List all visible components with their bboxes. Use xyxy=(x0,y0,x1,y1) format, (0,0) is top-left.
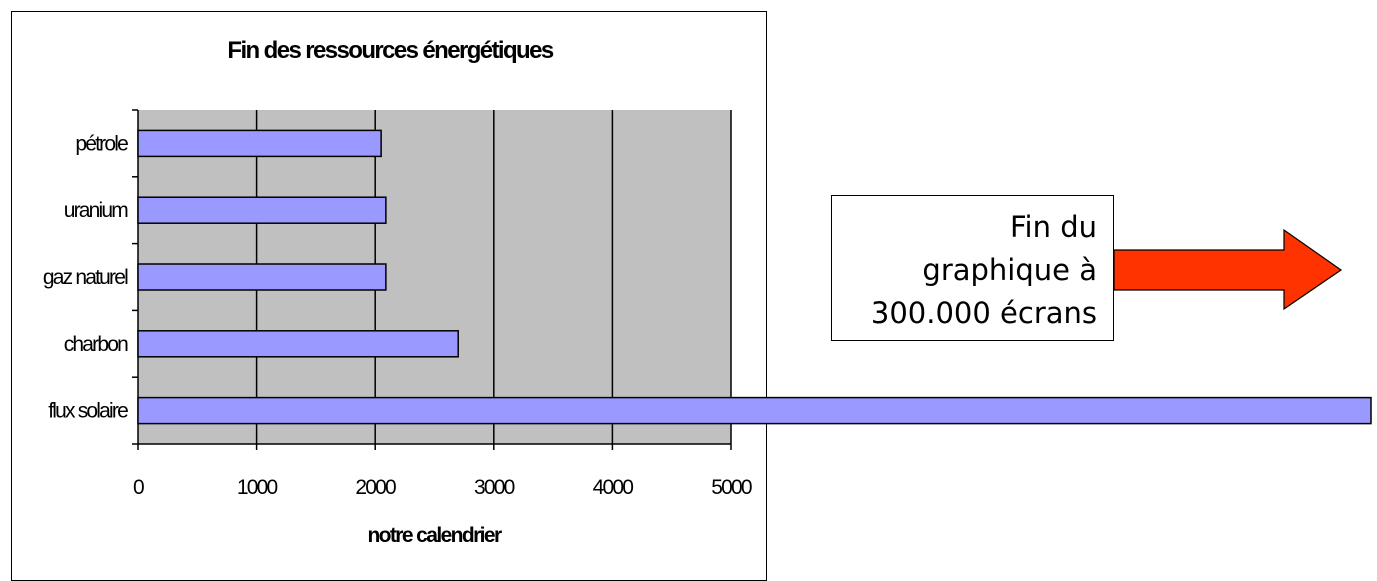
x-tick-label: 3000 xyxy=(474,476,515,499)
category-label: uranium xyxy=(64,199,129,222)
category-label: pétrole xyxy=(75,132,128,155)
bar xyxy=(137,196,387,224)
x-axis-label: notre calendrier xyxy=(367,524,502,547)
x-tick-label: 0 xyxy=(133,476,144,499)
bar xyxy=(137,330,459,358)
bar xyxy=(137,396,1372,425)
category-label: flux solaire xyxy=(48,400,128,423)
red-arrow xyxy=(1113,228,1343,311)
cats-layer: pétrole uranium gaz naturel charbon flux sol… xyxy=(43,132,130,423)
category-label: charbon xyxy=(64,333,128,356)
bar xyxy=(137,129,382,158)
category-label: gaz naturel xyxy=(43,266,128,289)
x-tick-label: 2000 xyxy=(355,476,396,499)
annotation-line-1: Fin du xyxy=(1009,210,1097,244)
annotation-line-2: graphique à xyxy=(922,253,1097,287)
ticks-layer: 0 1000 2000 3000 4000 5000 xyxy=(133,476,754,499)
x-tick-label: 5000 xyxy=(711,476,752,499)
bar xyxy=(137,263,387,291)
annotation-box: Fin du graphique à 300.000 écrans xyxy=(831,195,1114,341)
chart-svg: 0 1000 2000 3000 4000 5000 pétrole uranium gaz … xyxy=(43,37,1372,547)
x-tick-label: 4000 xyxy=(593,476,634,499)
x-tick-label: 1000 xyxy=(237,476,278,499)
annotation-line-3: 300.000 écrans xyxy=(870,296,1097,330)
chart-title: Fin des ressources énergétiques xyxy=(227,37,553,64)
bars-layer xyxy=(137,129,1372,425)
